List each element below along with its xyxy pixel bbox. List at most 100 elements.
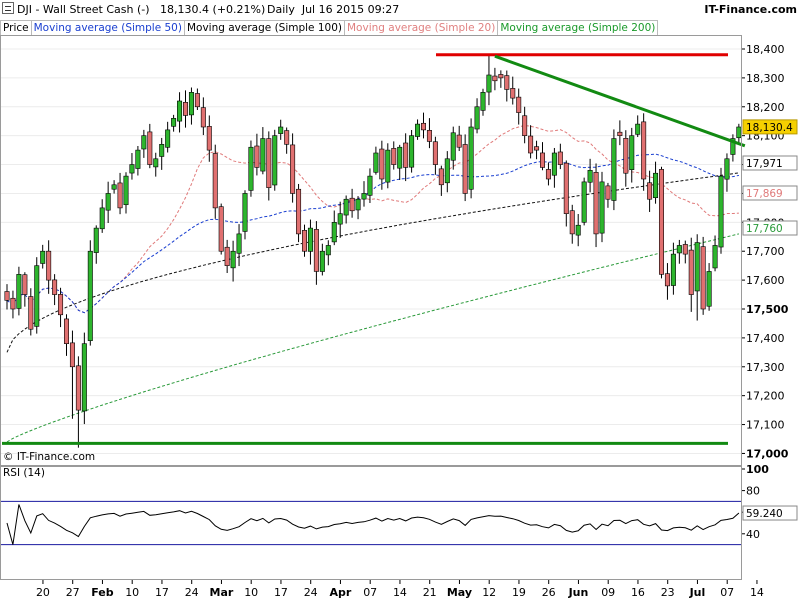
- ma20-value-tag: 17,869: [742, 185, 798, 201]
- candle-up: [587, 170, 593, 183]
- candle-down: [4, 291, 10, 301]
- drawn-trendlines: [2, 53, 746, 445]
- candle-down: [349, 197, 355, 212]
- period-label: Daily: [267, 3, 295, 16]
- ma-value-tag-box: [742, 155, 798, 171]
- candle-down: [504, 75, 510, 90]
- grid-lines: [1, 48, 741, 454]
- candle-down: [522, 115, 528, 136]
- candle-down: [147, 131, 153, 165]
- candle-up: [123, 175, 129, 206]
- candle-down: [593, 172, 599, 235]
- candle-up: [635, 123, 641, 135]
- x-tick-label: Apr: [330, 586, 352, 599]
- last-price-tag-text: 18,130.4: [746, 122, 793, 134]
- candle-down: [52, 279, 58, 295]
- candle-down: [647, 182, 653, 200]
- candle-down: [194, 93, 200, 108]
- candle-up: [474, 106, 480, 130]
- candle-down: [539, 152, 545, 168]
- x-tick-label: 17: [274, 586, 288, 599]
- candle-up: [450, 132, 456, 161]
- x-tick-label: 17: [155, 586, 169, 599]
- candle-up: [272, 135, 278, 186]
- candlesticks: [4, 54, 742, 448]
- candle-up: [278, 126, 284, 134]
- ma-value-tag: 17,971: [742, 155, 798, 171]
- candle-down: [391, 148, 397, 165]
- rsi-tick-label: 40: [746, 528, 760, 541]
- legend-ma50-button[interactable]: Moving average (Simple 50): [30, 20, 185, 36]
- candle-up: [343, 198, 349, 216]
- y-tick-label: 18,200: [746, 101, 785, 114]
- candle-up: [331, 222, 337, 243]
- candle-down: [664, 273, 670, 287]
- candle-down: [605, 185, 611, 200]
- candle-down: [403, 142, 409, 168]
- rsi-line: [6, 504, 740, 545]
- ma20-value-tag-box: [742, 185, 798, 201]
- candle-up: [361, 193, 367, 200]
- ma-value-tag-text: 17,971: [746, 158, 783, 170]
- candle-down: [28, 296, 34, 330]
- candle-down: [462, 144, 468, 194]
- candle-up: [373, 152, 379, 173]
- x-tick-label: 07: [363, 586, 377, 599]
- ma200-line: [6, 233, 740, 443]
- candle-up: [93, 227, 99, 253]
- candle-up: [337, 213, 343, 225]
- y-tick-label: 17,000: [746, 447, 789, 460]
- instrument-title[interactable]: DJI - Wall Street Cash (-) 18,130.4 (+0.…: [2, 0, 265, 20]
- candle-down: [563, 162, 569, 214]
- candle-down: [313, 229, 319, 272]
- candle-down: [224, 246, 230, 266]
- candle-up: [367, 175, 373, 196]
- indicator-legend: Price Moving average (Simple 50) Moving av…: [0, 20, 659, 36]
- x-tick-label: Jul: [689, 586, 706, 599]
- candle-up: [230, 250, 236, 269]
- rsi-label: RSI (14): [2, 467, 46, 480]
- x-tick-label: 14: [393, 586, 407, 599]
- candle-up: [236, 233, 242, 254]
- legend-ma20-button[interactable]: Moving average (Simple 20): [344, 20, 499, 36]
- candle-down: [420, 122, 426, 131]
- legend-ma100-button[interactable]: Moving average (Simple 100): [183, 20, 345, 36]
- candle-up: [105, 193, 111, 211]
- candle-up: [319, 250, 325, 272]
- candle-up: [34, 265, 40, 327]
- candle-up: [611, 138, 617, 201]
- brand-label: IT-Finance.com: [704, 3, 797, 16]
- candle-up: [736, 126, 742, 139]
- candle-up: [40, 250, 46, 264]
- ma20-line: [6, 124, 739, 314]
- candle-up: [248, 146, 254, 191]
- candle-down: [623, 138, 629, 174]
- legend-price-button[interactable]: Price: [0, 20, 32, 36]
- x-tick-label: 10: [244, 586, 258, 599]
- candle-down: [438, 168, 444, 186]
- candle-down: [379, 148, 385, 180]
- candle-down: [641, 121, 647, 180]
- x-tick-label: 20: [36, 586, 50, 599]
- y-tick-label: 18,300: [746, 72, 785, 85]
- candle-up: [177, 100, 183, 122]
- ma200-value-tag-text: 17,760: [746, 223, 783, 235]
- candle-down: [301, 230, 307, 252]
- candle-down: [296, 188, 302, 235]
- moving-averages: [6, 124, 740, 443]
- candle-up: [16, 274, 22, 309]
- candle-down: [617, 131, 623, 136]
- candle-up: [415, 123, 421, 137]
- candle-up: [670, 253, 676, 286]
- candle-up: [307, 227, 313, 252]
- x-tick-label: 26: [542, 586, 556, 599]
- y-tick-label: 17,700: [746, 245, 785, 258]
- candle-up: [730, 138, 736, 155]
- candle-down: [254, 145, 260, 168]
- ma200-value-tag: 17,760: [742, 220, 798, 236]
- rsi-value-box: [742, 505, 798, 521]
- candle-down: [545, 169, 551, 180]
- candle-up: [676, 245, 682, 254]
- candle-up: [599, 181, 605, 234]
